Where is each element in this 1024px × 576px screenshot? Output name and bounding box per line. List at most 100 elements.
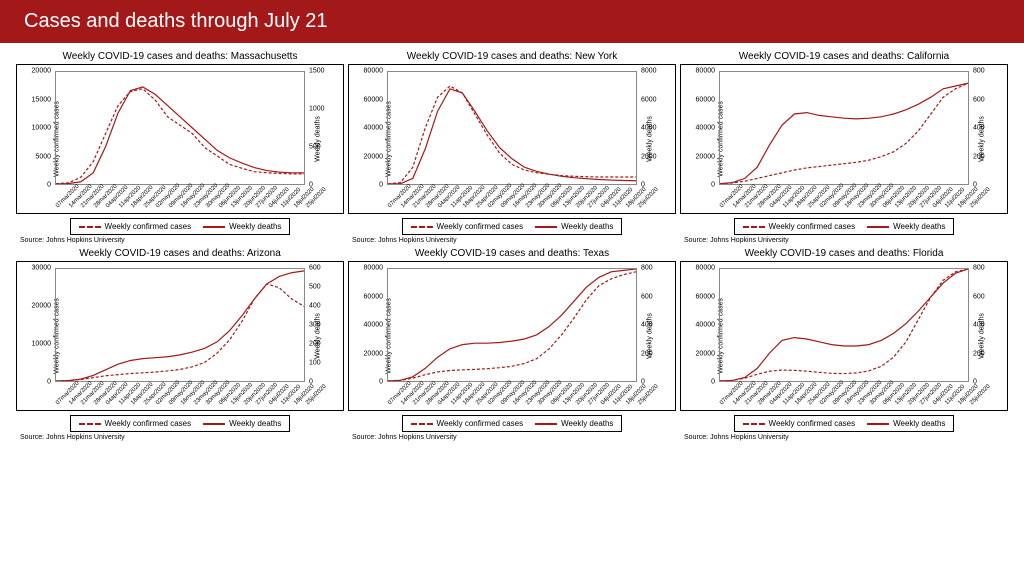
y1-ticks: 020000400006000080000 bbox=[359, 268, 385, 382]
y1-ticks: 020000400006000080000 bbox=[359, 71, 385, 185]
legend-item-cases: Weekly confirmed cases bbox=[743, 222, 856, 231]
legend-swatch-solid bbox=[535, 226, 557, 228]
legend-item-deaths: Weekly deaths bbox=[535, 419, 613, 428]
y2-tick: 600 bbox=[641, 293, 653, 300]
legend: Weekly confirmed cases Weekly deaths bbox=[734, 218, 955, 235]
y1-tick: 0 bbox=[47, 182, 51, 189]
x-ticks: 07mar202014mar202021mar202028mar202004ap… bbox=[387, 187, 637, 213]
y2-tick: 6000 bbox=[641, 96, 657, 103]
y2-tick: 200 bbox=[309, 341, 321, 348]
lines-svg bbox=[388, 269, 636, 381]
chart-box: Weekly confirmed cases Weekly deaths 010… bbox=[16, 261, 344, 411]
plot-area bbox=[719, 268, 969, 382]
y1-tick: 0 bbox=[47, 379, 51, 386]
y1-tick: 10000 bbox=[32, 341, 51, 348]
legend-item-deaths: Weekly deaths bbox=[867, 222, 945, 231]
y2-tick: 4000 bbox=[641, 125, 657, 132]
source-text: Source: Johns Hopkins University bbox=[16, 237, 344, 244]
y2-ticks: 02000400060008000 bbox=[639, 71, 665, 185]
plot-area bbox=[387, 268, 637, 382]
lines-svg bbox=[388, 72, 636, 184]
lines-svg bbox=[720, 72, 968, 184]
chart-box: Weekly confirmed cases Weekly deaths 020… bbox=[680, 261, 1008, 411]
y1-tick: 60000 bbox=[364, 293, 383, 300]
deaths-line bbox=[388, 89, 636, 184]
y1-ticks: 05000100001500020000 bbox=[27, 71, 53, 185]
legend-item-cases: Weekly confirmed cases bbox=[411, 419, 524, 428]
x-ticks: 07mar202014mar202021mar202028mar202004ap… bbox=[55, 187, 305, 213]
x-ticks: 07mar202014mar202021mar202028mar202004ap… bbox=[387, 384, 637, 410]
legend-label: Weekly deaths bbox=[561, 222, 613, 231]
y1-tick: 60000 bbox=[696, 293, 715, 300]
chart-panel: Weekly COVID-19 cases and deaths: New Yo… bbox=[348, 51, 676, 244]
y2-ticks: 0200400600800 bbox=[971, 71, 997, 185]
legend: Weekly confirmed cases Weekly deaths bbox=[402, 415, 623, 432]
deaths-line bbox=[720, 83, 968, 184]
chart-title: Weekly COVID-19 cases and deaths: New Yo… bbox=[348, 51, 676, 62]
legend-label: Weekly deaths bbox=[229, 222, 281, 231]
legend: Weekly confirmed cases Weekly deaths bbox=[70, 218, 291, 235]
y1-tick: 60000 bbox=[364, 96, 383, 103]
x-ticks: 07mar202014mar202021mar202028mar202004ap… bbox=[719, 384, 969, 410]
source-text: Source: Johns Hopkins University bbox=[348, 434, 676, 441]
legend-label: Weekly confirmed cases bbox=[769, 222, 856, 231]
y2-tick: 600 bbox=[973, 96, 985, 103]
y1-tick: 20000 bbox=[32, 303, 51, 310]
legend-label: Weekly confirmed cases bbox=[105, 222, 192, 231]
legend-swatch-solid bbox=[535, 423, 557, 425]
legend-swatch-solid bbox=[867, 423, 889, 425]
y1-tick: 80000 bbox=[696, 68, 715, 75]
y1-tick: 20000 bbox=[696, 350, 715, 357]
legend-swatch-dashed bbox=[411, 423, 433, 425]
chart-box: Weekly confirmed cases Weekly deaths 020… bbox=[680, 64, 1008, 214]
y2-tick: 200 bbox=[641, 350, 653, 357]
legend-swatch-solid bbox=[203, 226, 225, 228]
y2-tick: 800 bbox=[641, 265, 653, 272]
legend-swatch-dashed bbox=[79, 226, 101, 228]
legend-label: Weekly deaths bbox=[893, 222, 945, 231]
legend-item-cases: Weekly confirmed cases bbox=[743, 419, 856, 428]
y2-tick: 500 bbox=[309, 144, 321, 151]
y2-tick: 1500 bbox=[309, 68, 325, 75]
y1-tick: 40000 bbox=[364, 125, 383, 132]
y1-ticks: 020000400006000080000 bbox=[691, 268, 717, 382]
legend-item-cases: Weekly confirmed cases bbox=[79, 419, 192, 428]
plot-area bbox=[55, 71, 305, 185]
y2-tick: 200 bbox=[973, 350, 985, 357]
legend-swatch-dashed bbox=[743, 226, 765, 228]
legend-label: Weekly confirmed cases bbox=[437, 419, 524, 428]
y1-tick: 5000 bbox=[35, 153, 51, 160]
chart-title: Weekly COVID-19 cases and deaths: Massac… bbox=[16, 51, 344, 62]
y2-tick: 200 bbox=[973, 153, 985, 160]
y2-ticks: 0200400600800 bbox=[971, 268, 997, 382]
cases-line bbox=[388, 272, 636, 381]
legend-swatch-dashed bbox=[79, 423, 101, 425]
x-ticks: 07mar202014mar202021mar202028mar202004ap… bbox=[55, 384, 305, 410]
y2-tick: 400 bbox=[309, 303, 321, 310]
y2-tick: 500 bbox=[309, 284, 321, 291]
legend-item-deaths: Weekly deaths bbox=[867, 419, 945, 428]
y2-tick: 600 bbox=[973, 293, 985, 300]
legend-item-cases: Weekly confirmed cases bbox=[411, 222, 524, 231]
chart-box: Weekly confirmed cases Weekly deaths 050… bbox=[16, 64, 344, 214]
y1-tick: 20000 bbox=[364, 350, 383, 357]
source-text: Source: Johns Hopkins University bbox=[16, 434, 344, 441]
y1-ticks: 020000400006000080000 bbox=[691, 71, 717, 185]
legend: Weekly confirmed cases Weekly deaths bbox=[734, 415, 955, 432]
plot-area bbox=[387, 71, 637, 185]
lines-svg bbox=[720, 269, 968, 381]
legend-swatch-dashed bbox=[743, 423, 765, 425]
legend-swatch-solid bbox=[867, 226, 889, 228]
y2-tick: 300 bbox=[309, 322, 321, 329]
y1-tick: 40000 bbox=[364, 322, 383, 329]
chart-panel: Weekly COVID-19 cases and deaths: Massac… bbox=[16, 51, 344, 244]
y1-tick: 80000 bbox=[696, 265, 715, 272]
y2-tick: 400 bbox=[973, 125, 985, 132]
source-text: Source: Johns Hopkins University bbox=[680, 434, 1008, 441]
y1-tick: 15000 bbox=[32, 96, 51, 103]
y1-tick: 0 bbox=[379, 379, 383, 386]
y2-tick: 800 bbox=[973, 265, 985, 272]
y1-tick: 20000 bbox=[696, 153, 715, 160]
chart-title: Weekly COVID-19 cases and deaths: Califo… bbox=[680, 51, 1008, 62]
y1-tick: 10000 bbox=[32, 125, 51, 132]
